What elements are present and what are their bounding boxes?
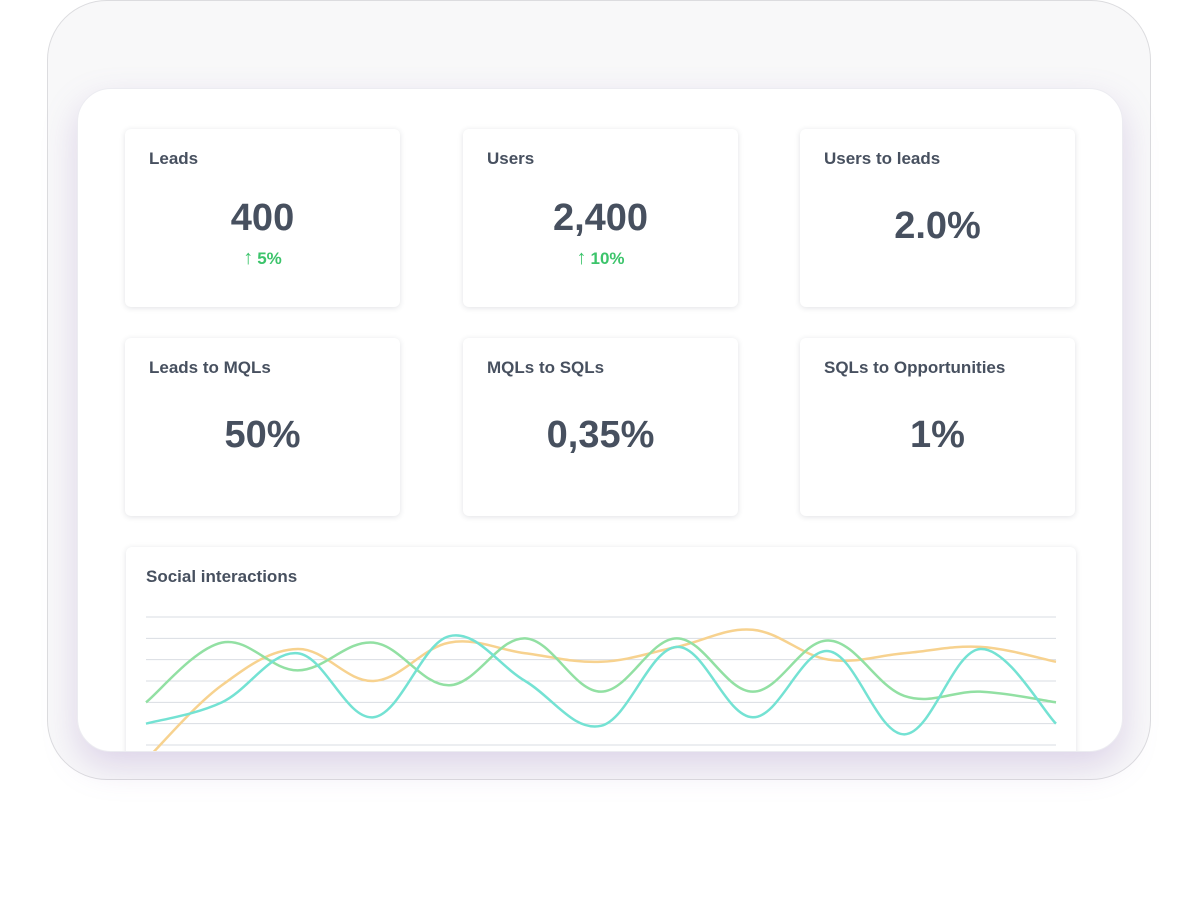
card-value: 2.0% <box>894 205 981 247</box>
series-line-orange <box>152 628 1057 751</box>
users-card: Users 2,400 ↑ 10% <box>463 129 738 307</box>
sqls-to-opportunities-card: SQLs to Opportunities 1% <box>800 338 1075 516</box>
social-interactions-chart: Social interactions <box>126 547 1076 751</box>
users-to-leads-card: Users to leads 2.0% <box>800 129 1075 307</box>
mqls-to-sqls-card: MQLs to SQLs 0,35% <box>463 338 738 516</box>
leads-card: Leads 400 ↑ 5% <box>125 129 400 307</box>
card-title: Users to leads <box>824 149 941 168</box>
arrow-up-icon: ↑ <box>243 247 254 269</box>
series-line-green <box>145 637 1057 704</box>
arrow-up-icon: ↑ <box>576 247 587 269</box>
delta-text: 10% <box>590 249 625 268</box>
card-value: 0,35% <box>546 414 655 456</box>
leads-to-mqls-card: Leads to MQLs 50% <box>125 338 400 516</box>
card-delta: ↑ 10% <box>463 247 738 270</box>
card-title: MQLs to SQLs <box>487 358 605 377</box>
series-line-teal <box>145 634 1057 736</box>
delta-text: 5% <box>257 249 282 268</box>
card-value: 2,400 <box>552 197 649 239</box>
card-title: Leads <box>149 149 199 168</box>
dashboard-panel: Leads 400 ↑ 5% Users 2,400 ↑ 10% Users to … <box>77 88 1123 752</box>
card-delta: ↑ 5% <box>125 247 400 270</box>
card-value: 1% <box>910 414 965 456</box>
line-chart <box>145 616 1057 751</box>
card-value: 50% <box>224 414 301 456</box>
card-value: 400 <box>230 197 295 239</box>
card-title: Users <box>487 149 535 168</box>
card-title: SQLs to Opportunities <box>824 358 1006 377</box>
card-title: Leads to MQLs <box>149 358 271 377</box>
chart-title: Social interactions <box>146 567 298 586</box>
